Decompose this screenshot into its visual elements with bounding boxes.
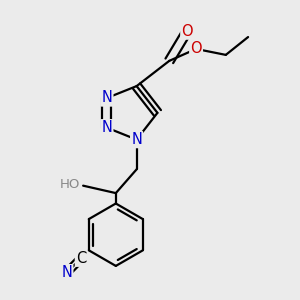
Text: N: N	[131, 132, 142, 147]
Text: N: N	[61, 265, 72, 280]
Text: C: C	[76, 251, 86, 266]
Text: O: O	[190, 41, 202, 56]
Text: HO: HO	[60, 178, 80, 191]
Text: O: O	[181, 24, 193, 39]
Text: N: N	[101, 91, 112, 106]
Text: N: N	[101, 120, 112, 135]
